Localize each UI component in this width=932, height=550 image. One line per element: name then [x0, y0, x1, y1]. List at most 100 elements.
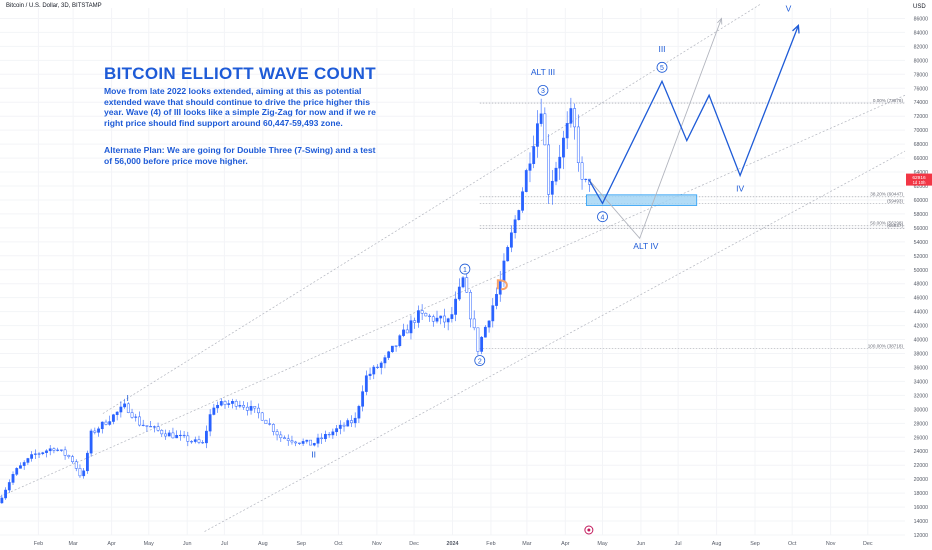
candle-body — [543, 113, 547, 146]
candle-body — [383, 357, 387, 364]
y-tick-label: 50000 — [914, 268, 929, 274]
price-channel — [0, 4, 906, 532]
candle-body — [353, 417, 357, 424]
wave-label: IV — [736, 184, 744, 194]
candle-body — [4, 489, 7, 499]
y-tick-label: 34000 — [914, 379, 929, 385]
symbol-header: Bitcoin / U.S. Dollar, 3D, BITSTAMP — [6, 3, 102, 9]
candle-body — [565, 123, 569, 139]
candle-body — [532, 146, 536, 165]
support-zone-layer — [585, 194, 698, 206]
candle-body — [115, 411, 119, 415]
candle-body — [324, 434, 327, 440]
candle-body — [149, 426, 153, 428]
x-tick-label: Nov — [826, 541, 836, 547]
candle-body — [257, 407, 260, 414]
candle-body — [357, 406, 361, 419]
x-tick-label: Feb — [486, 541, 495, 547]
currency-label: USD — [913, 4, 926, 10]
candle-body — [528, 163, 532, 171]
candle-body — [108, 421, 112, 425]
candle-body — [119, 406, 123, 413]
candle-body — [327, 434, 331, 436]
y-axis: 86000 84000 82000 80000 78000 76000 74000 72000… — [914, 16, 929, 539]
candle-body — [320, 437, 324, 440]
candle-body — [104, 421, 108, 425]
candle-body — [279, 434, 283, 439]
candle-body — [231, 401, 234, 404]
wave-label-circle — [656, 61, 668, 73]
candle-body — [227, 403, 231, 405]
x-tick-label: Feb — [34, 541, 43, 547]
y-tick-label: 68000 — [914, 142, 929, 148]
x-tick-label: May — [597, 541, 607, 547]
candle-body — [576, 126, 580, 163]
x-tick-label: Apr — [107, 541, 116, 547]
candle-body — [212, 407, 216, 415]
y-tick-label: 48000 — [914, 282, 929, 288]
x-tick-label: Jun — [637, 541, 646, 547]
x-tick-label: Dec — [409, 541, 419, 547]
candle-body — [350, 420, 353, 424]
candle-body — [63, 449, 67, 456]
candle-body — [413, 320, 417, 323]
candle-body — [428, 315, 431, 317]
y-tick-label: 38000 — [914, 352, 929, 358]
candle-body — [178, 434, 182, 437]
candle-body — [342, 424, 346, 427]
y-tick-label: 40000 — [914, 338, 929, 344]
candle-body — [457, 286, 461, 300]
candle-body — [286, 438, 290, 441]
candle-body — [30, 454, 34, 459]
primary-arrowhead — [792, 24, 800, 34]
annotation-paragraph-main: Move from late 2022 looks extended, aimi… — [104, 86, 376, 128]
candle-body — [264, 419, 268, 424]
candle-body — [219, 401, 223, 406]
y-tick-label: 52000 — [914, 254, 929, 260]
candle-body — [424, 313, 428, 317]
wave-label: V — [786, 3, 792, 13]
candle-body — [242, 405, 246, 408]
y-tick-label: 46000 — [914, 296, 929, 302]
candle-body — [301, 441, 305, 444]
candle-body — [19, 465, 22, 469]
y-tick-label: 22000 — [914, 463, 929, 469]
candle-body — [0, 497, 4, 504]
candle-body — [465, 277, 469, 293]
candle-body — [78, 468, 82, 477]
y-tick-label: 86000 — [914, 16, 929, 22]
candle-body — [275, 431, 279, 436]
y-tick-label: 36000 — [914, 365, 929, 371]
candle-body — [495, 294, 498, 306]
event-marker-dot — [587, 528, 591, 532]
candle-body — [368, 373, 372, 376]
candle-body — [290, 440, 294, 443]
wave-label-circle — [474, 355, 486, 366]
y-tick-label: 82000 — [914, 44, 929, 50]
x-tick-label: Aug — [258, 541, 268, 547]
y-tick-label: 44000 — [914, 310, 929, 316]
candle-body — [573, 108, 577, 128]
candle-body — [454, 298, 457, 315]
x-tick-label: Sep — [750, 541, 760, 547]
candle-body — [361, 391, 365, 407]
fib-level-label: 100.00% (38718) — [868, 343, 904, 348]
y-tick-label: 28000 — [914, 421, 929, 427]
candle-body — [487, 320, 491, 328]
candle-body — [249, 406, 253, 411]
candle-body — [145, 425, 149, 427]
candle-body — [26, 458, 30, 463]
candle-body — [562, 137, 565, 158]
wave-label: ALT III — [531, 67, 555, 77]
y-tick-label: 60000 — [914, 198, 929, 204]
candle-body — [420, 310, 424, 314]
x-tick-label: Aug — [712, 541, 722, 547]
y-tick-label: 84000 — [914, 30, 929, 36]
wave-label: 3 — [541, 88, 545, 95]
candle-body — [197, 439, 201, 443]
y-tick-label: 30000 — [914, 407, 929, 413]
candle-body — [271, 424, 275, 432]
fib-level-label: (55937) — [887, 223, 903, 228]
candle-body — [123, 403, 126, 408]
